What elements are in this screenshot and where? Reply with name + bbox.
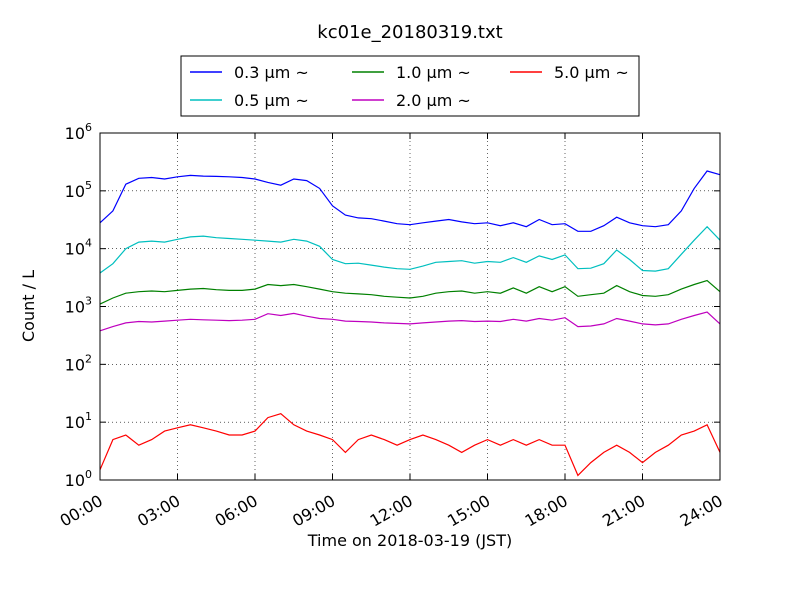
y-tick-label: 100 — [65, 468, 92, 490]
chart-title: kc01e_20180319.txt — [317, 22, 502, 43]
legend-label-1: 0.5 μm ~ — [234, 91, 309, 110]
legend-label-3: 2.0 μm ~ — [396, 91, 471, 110]
legend-label-0: 0.3 μm ~ — [234, 63, 309, 82]
x-axis-label: Time on 2018-03-19 (JST) — [307, 531, 512, 550]
legend-label-4: 5.0 μm ~ — [554, 63, 629, 82]
x-tick-label: 03:00 — [134, 491, 183, 531]
x-tick-label: 18:00 — [522, 491, 571, 531]
grid-lines — [100, 133, 720, 480]
y-tick-label: 103 — [65, 295, 92, 317]
y-axis-label: Count / L — [19, 270, 38, 342]
y-axis-ticks: 100 101 102 103 104 105 106 — [65, 121, 720, 490]
x-tick-label: 12:00 — [367, 491, 416, 531]
series-line-4 — [99, 413, 721, 477]
legend: 0.3 μm ~ 0.5 μm ~ 1.0 μm ~ 2.0 μm ~ 5.0 μm ~ — [180, 55, 640, 117]
y-tick-label: 106 — [65, 121, 92, 143]
series-line-3 — [99, 311, 721, 332]
y-tick-label: 105 — [65, 179, 92, 201]
series-line-1 — [99, 225, 721, 274]
x-tick-label: 24:00 — [677, 491, 726, 531]
x-tick-label: 09:00 — [289, 491, 338, 531]
legend-label-2: 1.0 μm ~ — [396, 63, 471, 82]
series-line-2 — [99, 279, 721, 305]
series-line-0 — [99, 170, 721, 232]
x-tick-label: 15:00 — [444, 491, 493, 531]
x-tick-label: 06:00 — [212, 491, 261, 531]
y-tick-label: 102 — [65, 352, 92, 374]
x-tick-label: 00:00 — [57, 491, 106, 531]
y-tick-label: 104 — [65, 237, 92, 259]
x-tick-label: 21:00 — [599, 491, 648, 531]
legend-box — [180, 55, 640, 117]
series-lines — [99, 170, 721, 477]
y-tick-label: 101 — [65, 410, 92, 432]
